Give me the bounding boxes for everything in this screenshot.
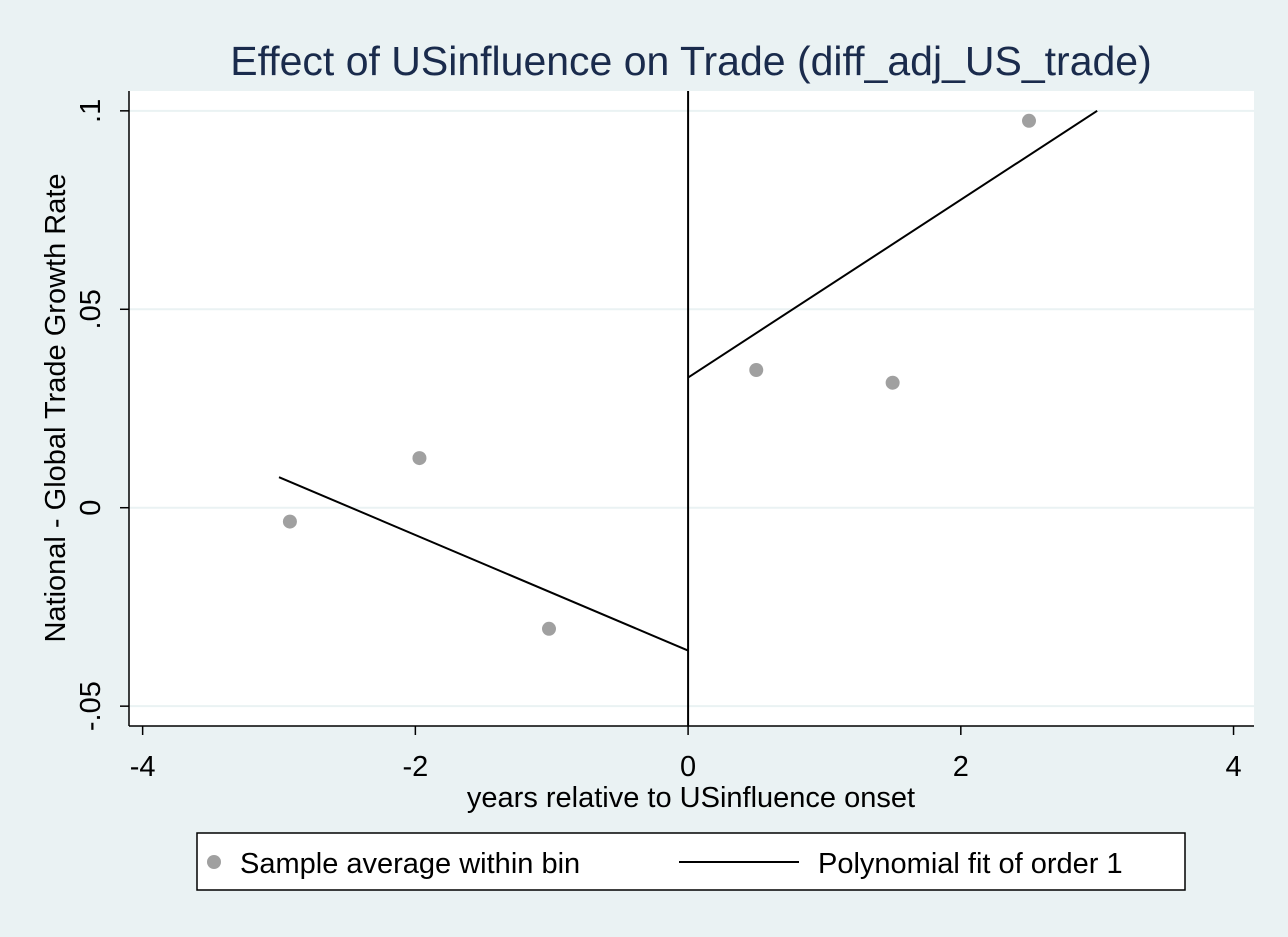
scatter-points (282, 113, 1036, 636)
x-tick-label-0: -4 (130, 751, 156, 783)
x-tick-label-4: 4 (1225, 751, 1241, 783)
x-tick-label-1: -2 (402, 751, 428, 783)
data-point-4 (885, 375, 900, 390)
fit-lines (278, 91, 1098, 726)
y-tick-label-2: .05 (75, 289, 107, 329)
data-point-1 (412, 451, 427, 466)
x-tick-label-2: 0 (680, 751, 696, 783)
data-point-0 (282, 514, 297, 529)
x-tick-label-3: 2 (953, 751, 969, 783)
data-point-5 (1022, 113, 1036, 128)
y-tick-label-3: .1 (75, 99, 107, 123)
axes: -.05 0 .05 .1 -4 -2 0 2 4 (75, 91, 1254, 783)
legend: Sample average within bin Polynomial fit… (196, 832, 1186, 891)
grid-lines (129, 109, 1254, 708)
x-axis-label: years relative to USinfluence onset (467, 782, 915, 814)
plot-area (129, 91, 1254, 726)
data-point-3 (749, 363, 764, 378)
legend-label-points: Sample average within bin (240, 848, 580, 880)
chart-title: Effect of USinfluence on Trade (diff_adj… (230, 38, 1152, 84)
y-tick-label-1: 0 (75, 500, 107, 516)
legend-label-fit: Polynomial fit of order 1 (818, 848, 1123, 880)
data-point-2 (542, 621, 556, 636)
fit-line-segment-1 (687, 110, 1098, 379)
y-tick-label-0: -.05 (75, 681, 107, 731)
legend-marker-points (207, 855, 221, 869)
fit-line-segment-0 (278, 476, 689, 652)
y-axis-label: National - Global Trade Growth Rate (40, 173, 72, 642)
